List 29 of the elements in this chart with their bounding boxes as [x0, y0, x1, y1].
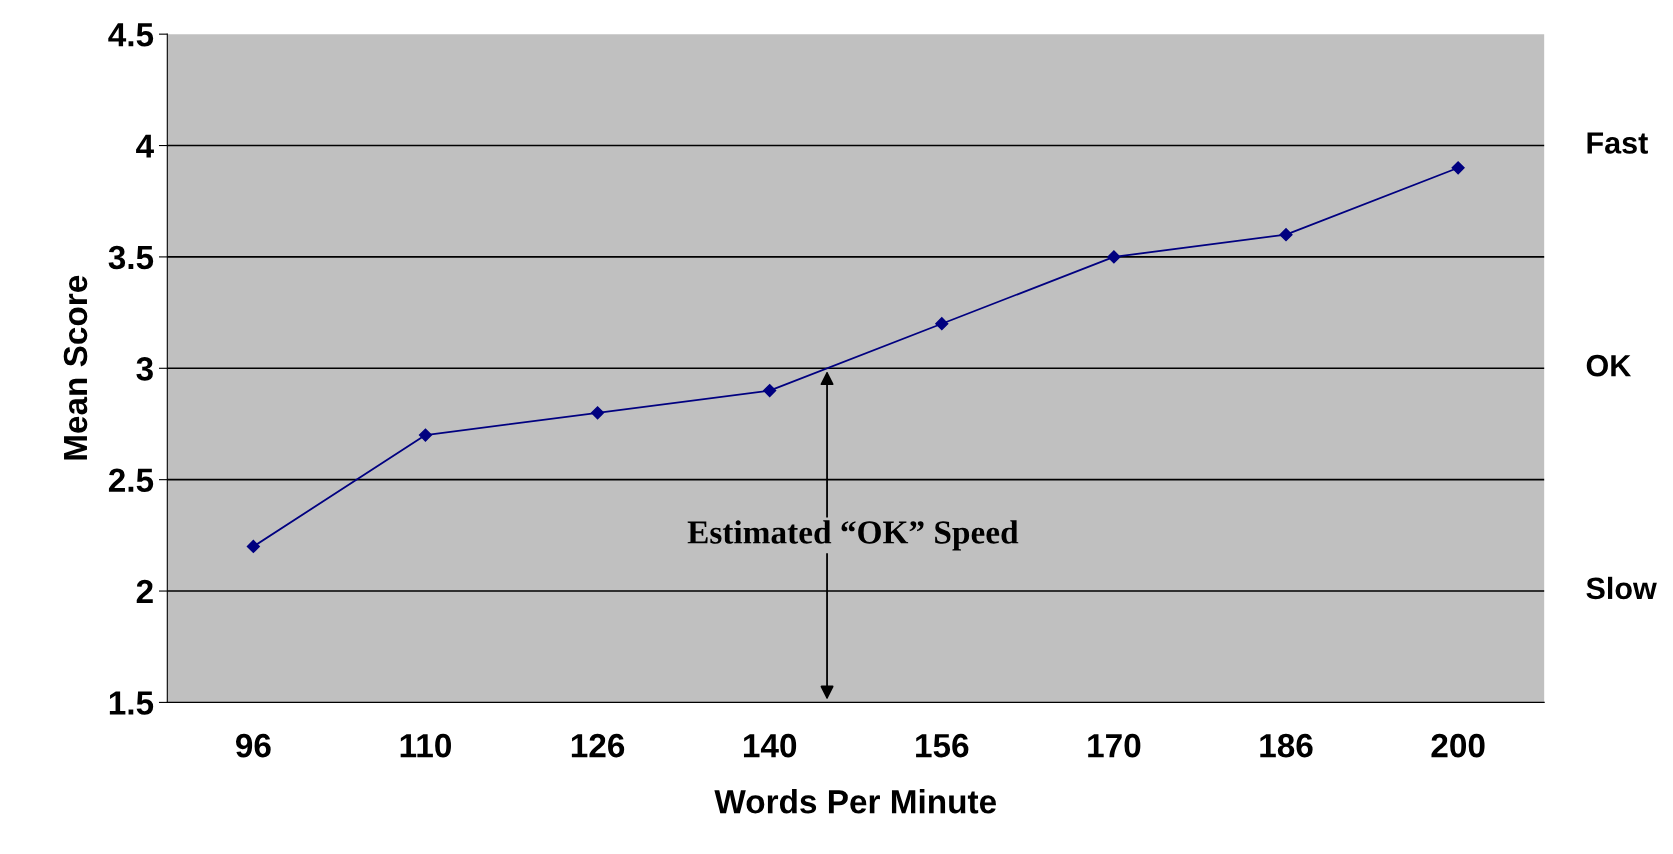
text: OK	[1586, 354, 1632, 377]
y-tick-label: 4	[136, 134, 154, 158]
x-tick-label: 96	[235, 733, 271, 758]
text: Fast	[1587, 132, 1648, 154]
point	[590, 406, 605, 420]
text: Slow	[1586, 576, 1657, 600]
point	[1107, 250, 1121, 264]
x-tick-label: 156	[916, 733, 969, 758]
point	[1451, 161, 1465, 175]
x-tick-label: 126	[571, 733, 625, 758]
point	[418, 428, 433, 442]
x-axis-title: Words Per Minute	[714, 789, 996, 814]
y-tick-label: 4.5	[108, 23, 154, 47]
point	[935, 317, 949, 331]
y-axis-title: Mean Score	[63, 275, 88, 460]
point	[763, 383, 777, 398]
point	[246, 539, 260, 554]
x-tick-label: 140	[743, 733, 797, 758]
x-tick-label: 186	[1260, 733, 1313, 758]
y-tick-label: 3.5	[108, 245, 154, 270]
y-tick-label: 2	[136, 579, 153, 604]
x-tick-label: 110	[400, 733, 451, 758]
y-tick-label: 1.5	[109, 691, 154, 715]
y-tick-label: 3	[136, 357, 153, 381]
y-tick-label: 2.5	[108, 468, 154, 493]
point	[1279, 228, 1293, 242]
annotation: Estimated “OK” Speed	[687, 520, 1019, 551]
x-tick-label: 170	[1088, 733, 1141, 758]
x-tick-label: 200	[1431, 733, 1485, 758]
